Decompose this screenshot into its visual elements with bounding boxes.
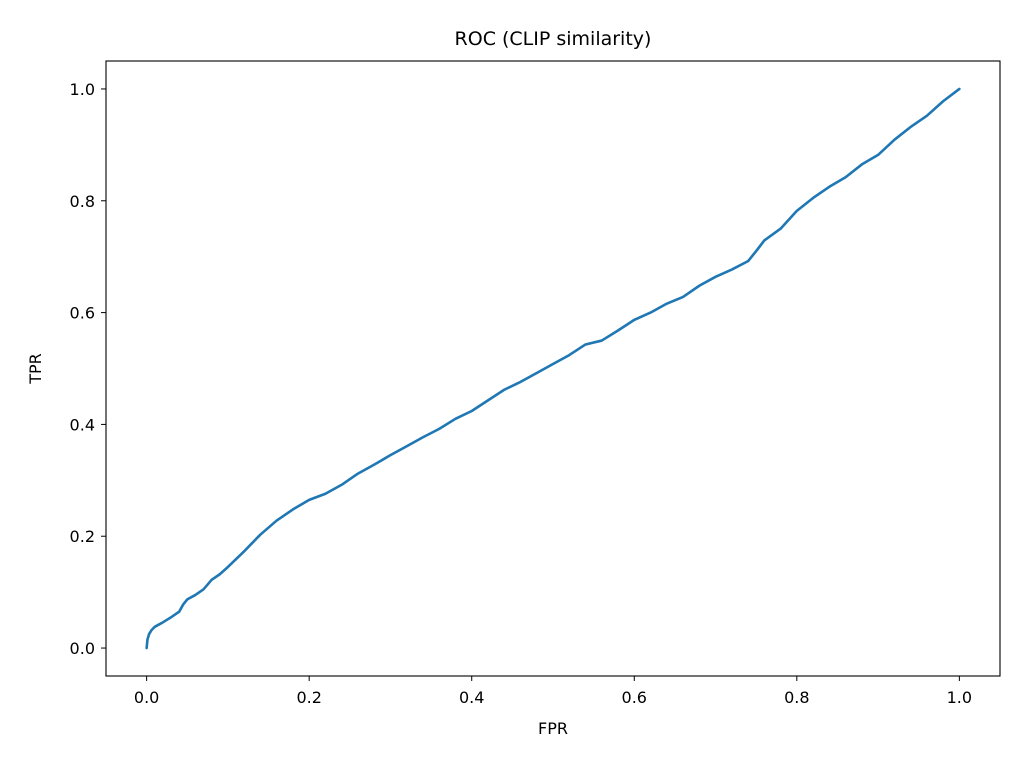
x-axis-ticks: 0.0 0.2 0.4 0.6 0.8 1.0	[134, 676, 972, 707]
x-tick-label: 0.8	[784, 688, 809, 707]
x-tick-label: 0.6	[622, 688, 647, 707]
y-tick-label: 0.8	[70, 192, 95, 211]
plot-layer	[145, 87, 961, 650]
y-axis-label: TPR	[26, 353, 45, 385]
x-tick-label: 0.2	[296, 688, 321, 707]
x-axis-label: FPR	[538, 719, 568, 738]
roc-curve-line	[145, 87, 961, 650]
plot-frame	[105, 60, 1001, 677]
chart-title: ROC (CLIP similarity)	[455, 28, 652, 50]
y-tick-label: 0.2	[70, 527, 95, 546]
y-tick-label: 1.0	[70, 80, 95, 99]
y-tick-label: 0.0	[70, 639, 95, 658]
x-tick-label: 0.4	[459, 688, 484, 707]
y-axis-ticks: 0.0 0.2 0.4 0.6 0.8 1.0	[70, 80, 106, 658]
y-tick-label: 0.6	[70, 304, 95, 323]
x-tick-label: 1.0	[947, 688, 972, 707]
y-tick-label: 0.4	[70, 415, 95, 434]
x-tick-label: 0.0	[134, 688, 159, 707]
